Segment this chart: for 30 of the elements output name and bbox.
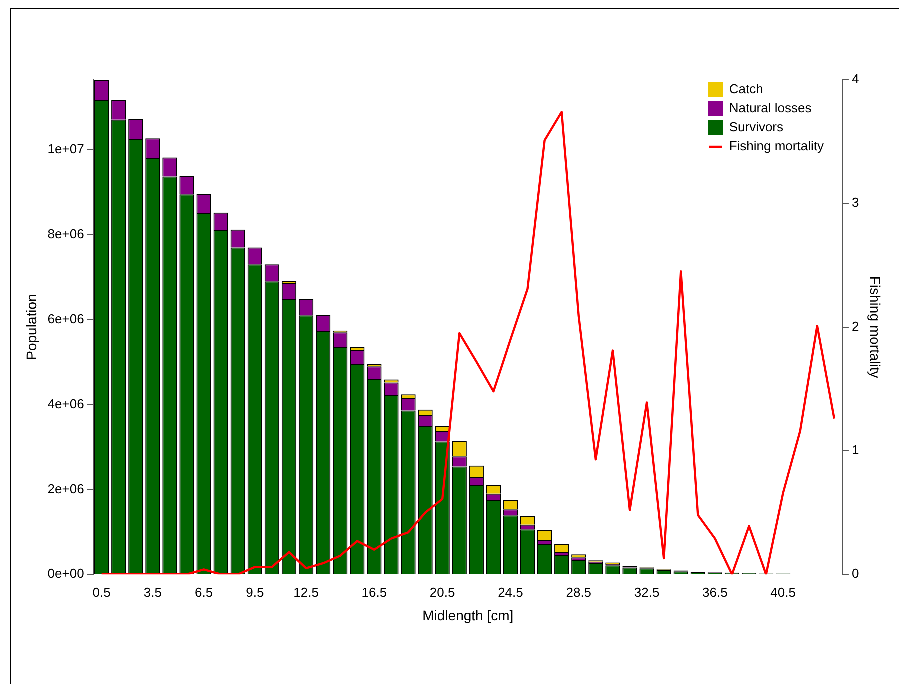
y2-tick-label: 2	[852, 318, 860, 334]
x-tick-label: 12.5	[294, 584, 319, 600]
x-tick-label: 0.5	[92, 584, 111, 600]
x-axis-title: Midlength [cm]	[422, 607, 514, 624]
legend-label: Fishing mortality	[729, 138, 824, 154]
legend-label: Catch	[729, 82, 764, 97]
x-tick-label: 6.5	[195, 584, 214, 600]
x-tick-label: 3.5	[144, 584, 162, 600]
legend-label: Natural losses	[729, 100, 812, 116]
y-tick-label: 2e+06	[48, 481, 84, 496]
y-axis-title: Population	[23, 294, 40, 360]
x-tick-label: 40.5	[770, 584, 796, 600]
y-tick-label: 4e+06	[48, 396, 84, 412]
x-tick-label: 9.5	[246, 584, 264, 600]
legend-label: Survivors	[729, 120, 784, 135]
y-tick-label: 6e+06	[48, 311, 84, 326]
x-tick-label: 28.5	[566, 584, 592, 600]
x-tick-label: 20.5	[430, 584, 456, 600]
x-tick-label: 36.5	[702, 584, 728, 600]
y-tick-label: 8e+06	[48, 226, 84, 242]
y2-tick-label: 1	[852, 442, 860, 458]
y2-tick-label: 3	[852, 195, 860, 210]
y-tick-label: 1e+07	[48, 142, 84, 157]
y2-tick-label: 0	[852, 566, 860, 582]
y2-axis-title: Fishing mortality	[868, 276, 884, 378]
y2-tick-label: 4	[852, 72, 860, 87]
x-tick-label: 32.5	[634, 584, 660, 600]
y-tick-label: 0e+00	[48, 566, 84, 582]
x-tick-label: 24.5	[498, 584, 524, 600]
x-tick-label: 16.5	[362, 584, 388, 600]
